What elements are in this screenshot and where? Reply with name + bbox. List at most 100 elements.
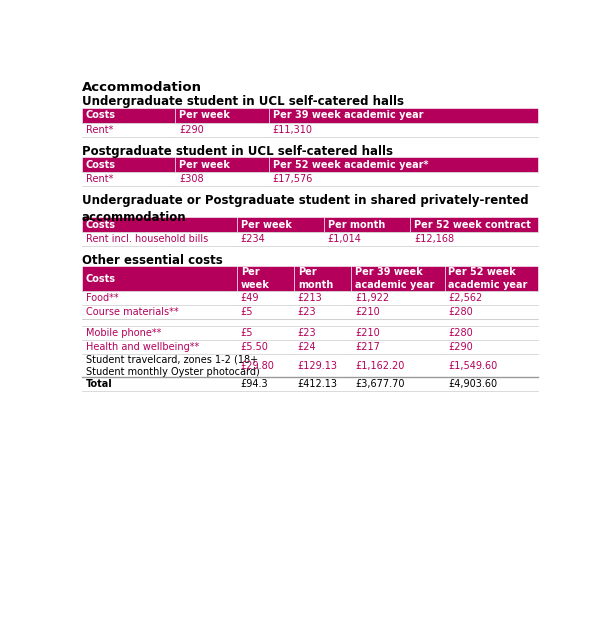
Bar bbox=[269, 157, 538, 172]
Bar bbox=[351, 291, 445, 305]
Text: £1,549.60: £1,549.60 bbox=[449, 360, 498, 371]
Text: Per week: Per week bbox=[241, 220, 292, 230]
Bar bbox=[82, 340, 237, 354]
Text: £210: £210 bbox=[355, 307, 380, 317]
Text: £24: £24 bbox=[298, 342, 316, 352]
Text: Undergraduate or Postgraduate student in shared privately-rented
accommodation: Undergraduate or Postgraduate student in… bbox=[82, 194, 528, 224]
Text: £17,576: £17,576 bbox=[273, 174, 313, 184]
Text: £290: £290 bbox=[179, 125, 204, 135]
Text: £210: £210 bbox=[355, 328, 380, 338]
Text: Total: Total bbox=[86, 379, 112, 389]
Bar bbox=[82, 354, 237, 377]
Bar bbox=[237, 326, 294, 340]
Text: Per 52 week contract: Per 52 week contract bbox=[414, 220, 531, 230]
Text: Per 52 week academic year*: Per 52 week academic year* bbox=[273, 159, 428, 170]
Text: Per week: Per week bbox=[179, 110, 230, 120]
Bar bbox=[445, 354, 538, 377]
Bar bbox=[294, 291, 351, 305]
Text: £1,922: £1,922 bbox=[355, 292, 389, 303]
Text: £234: £234 bbox=[241, 234, 266, 244]
Text: £5: £5 bbox=[241, 328, 253, 338]
Bar bbox=[269, 108, 538, 123]
Bar bbox=[82, 157, 175, 172]
Bar bbox=[269, 123, 538, 137]
Bar bbox=[294, 354, 351, 377]
Text: £308: £308 bbox=[179, 174, 204, 184]
Text: £12,168: £12,168 bbox=[414, 234, 454, 244]
Text: £29.80: £29.80 bbox=[241, 360, 275, 371]
Bar bbox=[82, 108, 175, 123]
Bar bbox=[237, 291, 294, 305]
Bar bbox=[237, 340, 294, 354]
Text: Rent*: Rent* bbox=[86, 174, 113, 184]
Bar bbox=[82, 305, 237, 319]
Bar bbox=[445, 340, 538, 354]
Text: £280: £280 bbox=[449, 328, 473, 338]
Text: Rent incl. household bills: Rent incl. household bills bbox=[86, 234, 208, 244]
Bar bbox=[175, 108, 269, 123]
Text: £213: £213 bbox=[298, 292, 323, 303]
Bar bbox=[237, 217, 324, 232]
Text: Costs: Costs bbox=[86, 273, 115, 284]
Bar bbox=[445, 266, 538, 291]
Bar bbox=[445, 326, 538, 340]
Text: £23: £23 bbox=[298, 307, 316, 317]
Text: £412.13: £412.13 bbox=[298, 379, 338, 389]
Bar bbox=[82, 291, 237, 305]
Text: £280: £280 bbox=[449, 307, 473, 317]
Text: Per 39 week academic year: Per 39 week academic year bbox=[273, 110, 423, 120]
Text: Food**: Food** bbox=[86, 292, 118, 303]
Text: Costs: Costs bbox=[86, 220, 115, 230]
Text: £290: £290 bbox=[449, 342, 473, 352]
Text: Course materials**: Course materials** bbox=[86, 307, 178, 317]
Bar bbox=[294, 266, 351, 291]
Text: Costs: Costs bbox=[86, 159, 115, 170]
Bar bbox=[410, 217, 538, 232]
Bar bbox=[82, 377, 237, 391]
Bar bbox=[237, 232, 324, 246]
Text: £5: £5 bbox=[241, 307, 253, 317]
Bar bbox=[175, 172, 269, 186]
Text: £129.13: £129.13 bbox=[298, 360, 338, 371]
Bar bbox=[294, 305, 351, 319]
Text: Per 39 week
academic year: Per 39 week academic year bbox=[355, 268, 434, 290]
Text: Per
month: Per month bbox=[298, 268, 333, 290]
Text: £49: £49 bbox=[241, 292, 259, 303]
Text: Per 52 week
academic year: Per 52 week academic year bbox=[449, 268, 528, 290]
Bar bbox=[351, 266, 445, 291]
Bar bbox=[294, 319, 351, 326]
Bar bbox=[82, 232, 237, 246]
Bar bbox=[82, 172, 175, 186]
Bar bbox=[294, 326, 351, 340]
Bar bbox=[237, 305, 294, 319]
Bar bbox=[82, 266, 237, 291]
Bar bbox=[237, 266, 294, 291]
Bar bbox=[237, 354, 294, 377]
Bar bbox=[237, 319, 294, 326]
Text: Rent*: Rent* bbox=[86, 125, 113, 135]
Bar bbox=[445, 305, 538, 319]
Text: Postgraduate student in UCL self-catered halls: Postgraduate student in UCL self-catered… bbox=[82, 145, 393, 157]
Text: £5.50: £5.50 bbox=[241, 342, 269, 352]
Bar bbox=[82, 319, 237, 326]
Bar bbox=[269, 172, 538, 186]
Bar bbox=[324, 232, 410, 246]
Bar bbox=[410, 232, 538, 246]
Text: £23: £23 bbox=[298, 328, 316, 338]
Bar bbox=[351, 377, 445, 391]
Bar bbox=[175, 157, 269, 172]
Bar bbox=[82, 123, 175, 137]
Text: Other essential costs: Other essential costs bbox=[82, 254, 222, 267]
Bar bbox=[351, 340, 445, 354]
Bar bbox=[351, 354, 445, 377]
Text: £217: £217 bbox=[355, 342, 380, 352]
Bar bbox=[294, 340, 351, 354]
Bar bbox=[351, 326, 445, 340]
Text: Costs: Costs bbox=[86, 110, 115, 120]
Text: Mobile phone**: Mobile phone** bbox=[86, 328, 161, 338]
Text: £1,162.20: £1,162.20 bbox=[355, 360, 404, 371]
Bar bbox=[294, 377, 351, 391]
Bar bbox=[175, 123, 269, 137]
Text: £11,310: £11,310 bbox=[273, 125, 313, 135]
Bar bbox=[445, 291, 538, 305]
